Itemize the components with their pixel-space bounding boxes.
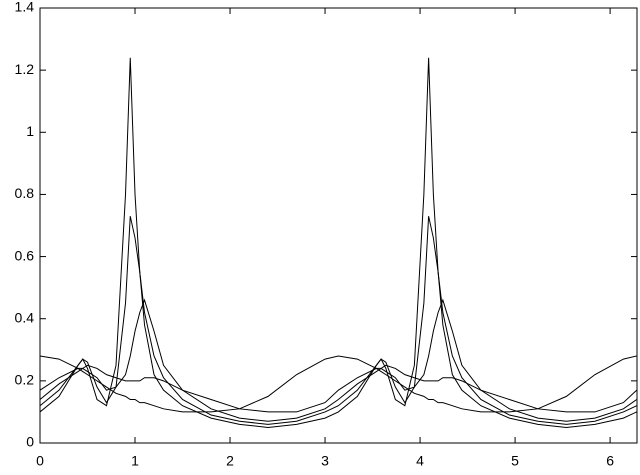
x-tick-label: 2 bbox=[226, 453, 234, 469]
line-series bbox=[39, 57, 637, 428]
y-tick-label: 0.8 bbox=[15, 185, 35, 201]
line-series bbox=[39, 355, 637, 413]
x-tick-label: 1 bbox=[131, 453, 139, 469]
plot-frame bbox=[39, 7, 638, 444]
line-series bbox=[39, 364, 638, 413]
y-tick-label: 0.2 bbox=[15, 372, 35, 388]
x-tick-label: 3 bbox=[321, 453, 329, 469]
y-tick-label: 1.2 bbox=[15, 61, 35, 77]
line-series bbox=[39, 298, 637, 422]
x-tick-label: 0 bbox=[36, 453, 44, 469]
y-tick-label: 1.4 bbox=[15, 0, 35, 15]
y-tick-label: 0.4 bbox=[15, 309, 35, 325]
line-series bbox=[39, 216, 637, 425]
x-tick-label: 5 bbox=[511, 453, 519, 469]
y-tick-label: 1 bbox=[26, 123, 34, 139]
x-tick-label: 6 bbox=[606, 453, 614, 469]
y-tick-label: 0.6 bbox=[15, 247, 35, 263]
x-tick-label: 4 bbox=[416, 453, 424, 469]
y-tick-label: 0 bbox=[26, 434, 34, 450]
